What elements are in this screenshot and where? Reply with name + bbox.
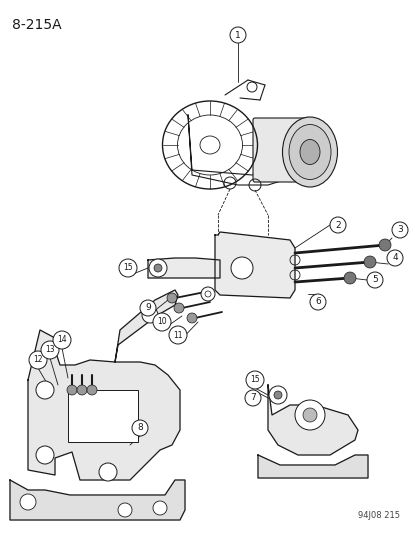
Circle shape <box>387 250 403 266</box>
Text: 13: 13 <box>45 345 55 354</box>
Text: 6: 6 <box>315 297 321 306</box>
Text: 4: 4 <box>392 254 398 262</box>
Circle shape <box>153 313 171 331</box>
Ellipse shape <box>300 140 320 165</box>
Polygon shape <box>10 480 185 520</box>
Text: 8-215A: 8-215A <box>12 18 61 32</box>
Circle shape <box>36 381 54 399</box>
Circle shape <box>330 217 346 233</box>
Ellipse shape <box>283 117 337 187</box>
Circle shape <box>367 272 383 288</box>
Circle shape <box>187 313 197 323</box>
Text: 12: 12 <box>33 356 43 365</box>
Text: 7: 7 <box>250 393 256 402</box>
Text: 94J08 215: 94J08 215 <box>358 511 400 520</box>
Circle shape <box>77 385 87 395</box>
Circle shape <box>99 463 117 481</box>
Circle shape <box>201 287 215 301</box>
Circle shape <box>149 259 167 277</box>
Polygon shape <box>148 258 220 278</box>
Circle shape <box>119 259 137 277</box>
Circle shape <box>67 385 77 395</box>
Circle shape <box>174 303 184 313</box>
Circle shape <box>364 256 376 268</box>
Circle shape <box>379 239 391 251</box>
Circle shape <box>246 371 264 389</box>
Text: 14: 14 <box>57 335 67 344</box>
Text: 2: 2 <box>335 221 341 230</box>
Circle shape <box>167 293 177 303</box>
Text: 15: 15 <box>250 376 260 384</box>
Circle shape <box>29 351 47 369</box>
Circle shape <box>269 386 287 404</box>
Polygon shape <box>215 232 295 298</box>
Text: 1: 1 <box>235 30 241 39</box>
Circle shape <box>132 420 148 436</box>
Polygon shape <box>268 385 358 455</box>
Circle shape <box>87 385 97 395</box>
Circle shape <box>36 446 54 464</box>
Circle shape <box>295 400 325 430</box>
Circle shape <box>344 272 356 284</box>
Text: 15: 15 <box>123 263 133 272</box>
Circle shape <box>20 494 36 510</box>
Polygon shape <box>258 455 368 478</box>
Circle shape <box>230 27 246 43</box>
Circle shape <box>118 503 132 517</box>
Circle shape <box>274 391 282 399</box>
Text: 5: 5 <box>372 276 378 285</box>
Polygon shape <box>115 290 178 362</box>
Ellipse shape <box>289 125 331 180</box>
FancyBboxPatch shape <box>253 118 312 182</box>
Circle shape <box>392 222 408 238</box>
Text: 8: 8 <box>137 424 143 432</box>
Circle shape <box>41 341 59 359</box>
Text: 11: 11 <box>173 330 183 340</box>
Circle shape <box>303 408 317 422</box>
Circle shape <box>154 264 162 272</box>
Circle shape <box>231 257 253 279</box>
Circle shape <box>53 331 71 349</box>
Circle shape <box>140 300 156 316</box>
Bar <box>68 390 138 442</box>
Circle shape <box>310 294 326 310</box>
Text: 3: 3 <box>397 225 403 235</box>
Text: 10: 10 <box>157 318 167 327</box>
Circle shape <box>169 326 187 344</box>
Circle shape <box>142 307 158 323</box>
Polygon shape <box>28 330 180 480</box>
Circle shape <box>245 390 261 406</box>
Circle shape <box>153 501 167 515</box>
Text: 9: 9 <box>145 303 151 312</box>
